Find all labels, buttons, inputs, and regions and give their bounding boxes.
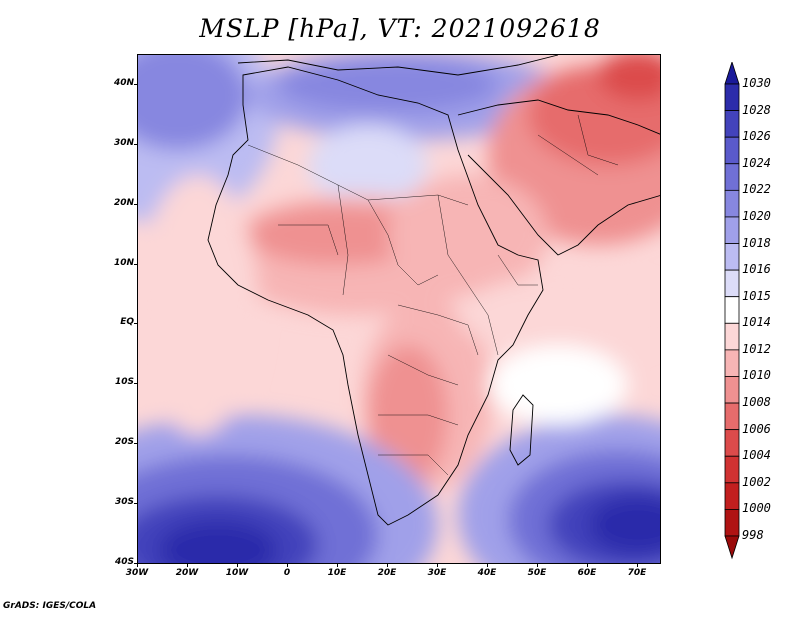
colorbar-swatch	[724, 482, 740, 510]
y-tick-label: EQ	[120, 317, 134, 327]
colorbar-swatch	[724, 322, 740, 351]
europe-coast	[237, 55, 559, 76]
colorbar-bottom-triangle	[724, 535, 740, 560]
x-tick-label: 30W	[125, 568, 149, 578]
y-tick-label: 40S	[114, 557, 134, 567]
colorbar-label: 1026	[742, 129, 771, 144]
y-tick-label: 10N	[113, 258, 134, 268]
colorbar-label: 1006	[742, 421, 771, 436]
pressure-shading	[138, 55, 660, 563]
y-tick-label: 20N	[113, 198, 134, 208]
colorbar-label: 1004	[742, 448, 771, 463]
x-tick-label: 30E	[427, 568, 447, 578]
colorbar-label: 1016	[742, 262, 771, 277]
x-tick-label: 20W	[175, 568, 199, 578]
colorbar-label: 1000	[742, 501, 771, 516]
colorbar-label: 1018	[742, 235, 771, 250]
colorbar-swatch	[724, 189, 740, 218]
y-tick-label: 20S	[114, 437, 134, 447]
colorbar-swatches	[724, 62, 740, 560]
y-tick-label: 40N	[113, 78, 134, 88]
x-tick-label: 10E	[327, 568, 347, 578]
y-tick-label: 30S	[114, 497, 134, 507]
x-tick-label: 70E	[627, 568, 647, 578]
map-title: MSLP [hPa], VT: 2021092618	[199, 14, 601, 43]
x-tick-label: 10W	[225, 568, 249, 578]
colorbar-swatch	[724, 269, 740, 298]
colorbar-swatch	[724, 402, 740, 431]
colorbar-label: 1028	[742, 102, 771, 117]
colorbar	[724, 62, 740, 560]
y-tick-label: 10S	[114, 377, 134, 387]
country-borders	[247, 114, 619, 476]
colorbar-label: 1002	[742, 474, 771, 489]
colorbar-label: 1010	[742, 368, 771, 383]
colorbar-label: 1024	[742, 155, 771, 170]
colorbar-label: 1008	[742, 395, 771, 410]
colorbar-swatch	[724, 296, 740, 324]
madagascar-coast	[509, 394, 534, 466]
x-tick-label: 50E	[527, 568, 547, 578]
credit-text: GrADS: IGES/COLA	[3, 601, 97, 611]
colorbar-swatch	[724, 509, 740, 537]
map-plot-area	[137, 54, 661, 564]
colorbar-swatch	[724, 243, 740, 271]
x-tick-label: 0	[283, 568, 291, 578]
coastlines	[207, 55, 660, 526]
colorbar-swatch	[724, 455, 740, 484]
middle-east-coast	[457, 99, 660, 135]
colorbar-label: 1030	[742, 76, 771, 90]
arabia-coast	[467, 154, 660, 256]
colorbar-label: 1012	[742, 341, 771, 356]
colorbar-swatch	[724, 83, 740, 111]
x-tick-label: 40E	[477, 568, 497, 578]
africa-coast	[207, 66, 544, 526]
pressure-field-map	[138, 55, 660, 563]
colorbar-top-triangle	[724, 62, 740, 85]
colorbar-label: 998	[742, 528, 764, 542]
x-tick-label: 60E	[577, 568, 597, 578]
colorbar-swatch	[724, 349, 740, 377]
colorbar-swatch	[724, 163, 740, 191]
colorbar-swatch	[724, 136, 740, 165]
colorbar-swatch	[724, 216, 740, 244]
colorbar-label: 1015	[742, 288, 771, 303]
colorbar-label: 1022	[742, 182, 771, 197]
x-tick-label: 20E	[377, 568, 397, 578]
colorbar-label: 1020	[742, 208, 771, 223]
colorbar-swatch	[724, 376, 740, 404]
colorbar-swatch	[724, 429, 740, 457]
y-tick-label: 30N	[113, 138, 134, 148]
colorbar-swatch	[724, 110, 740, 138]
colorbar-label: 1014	[742, 315, 771, 330]
